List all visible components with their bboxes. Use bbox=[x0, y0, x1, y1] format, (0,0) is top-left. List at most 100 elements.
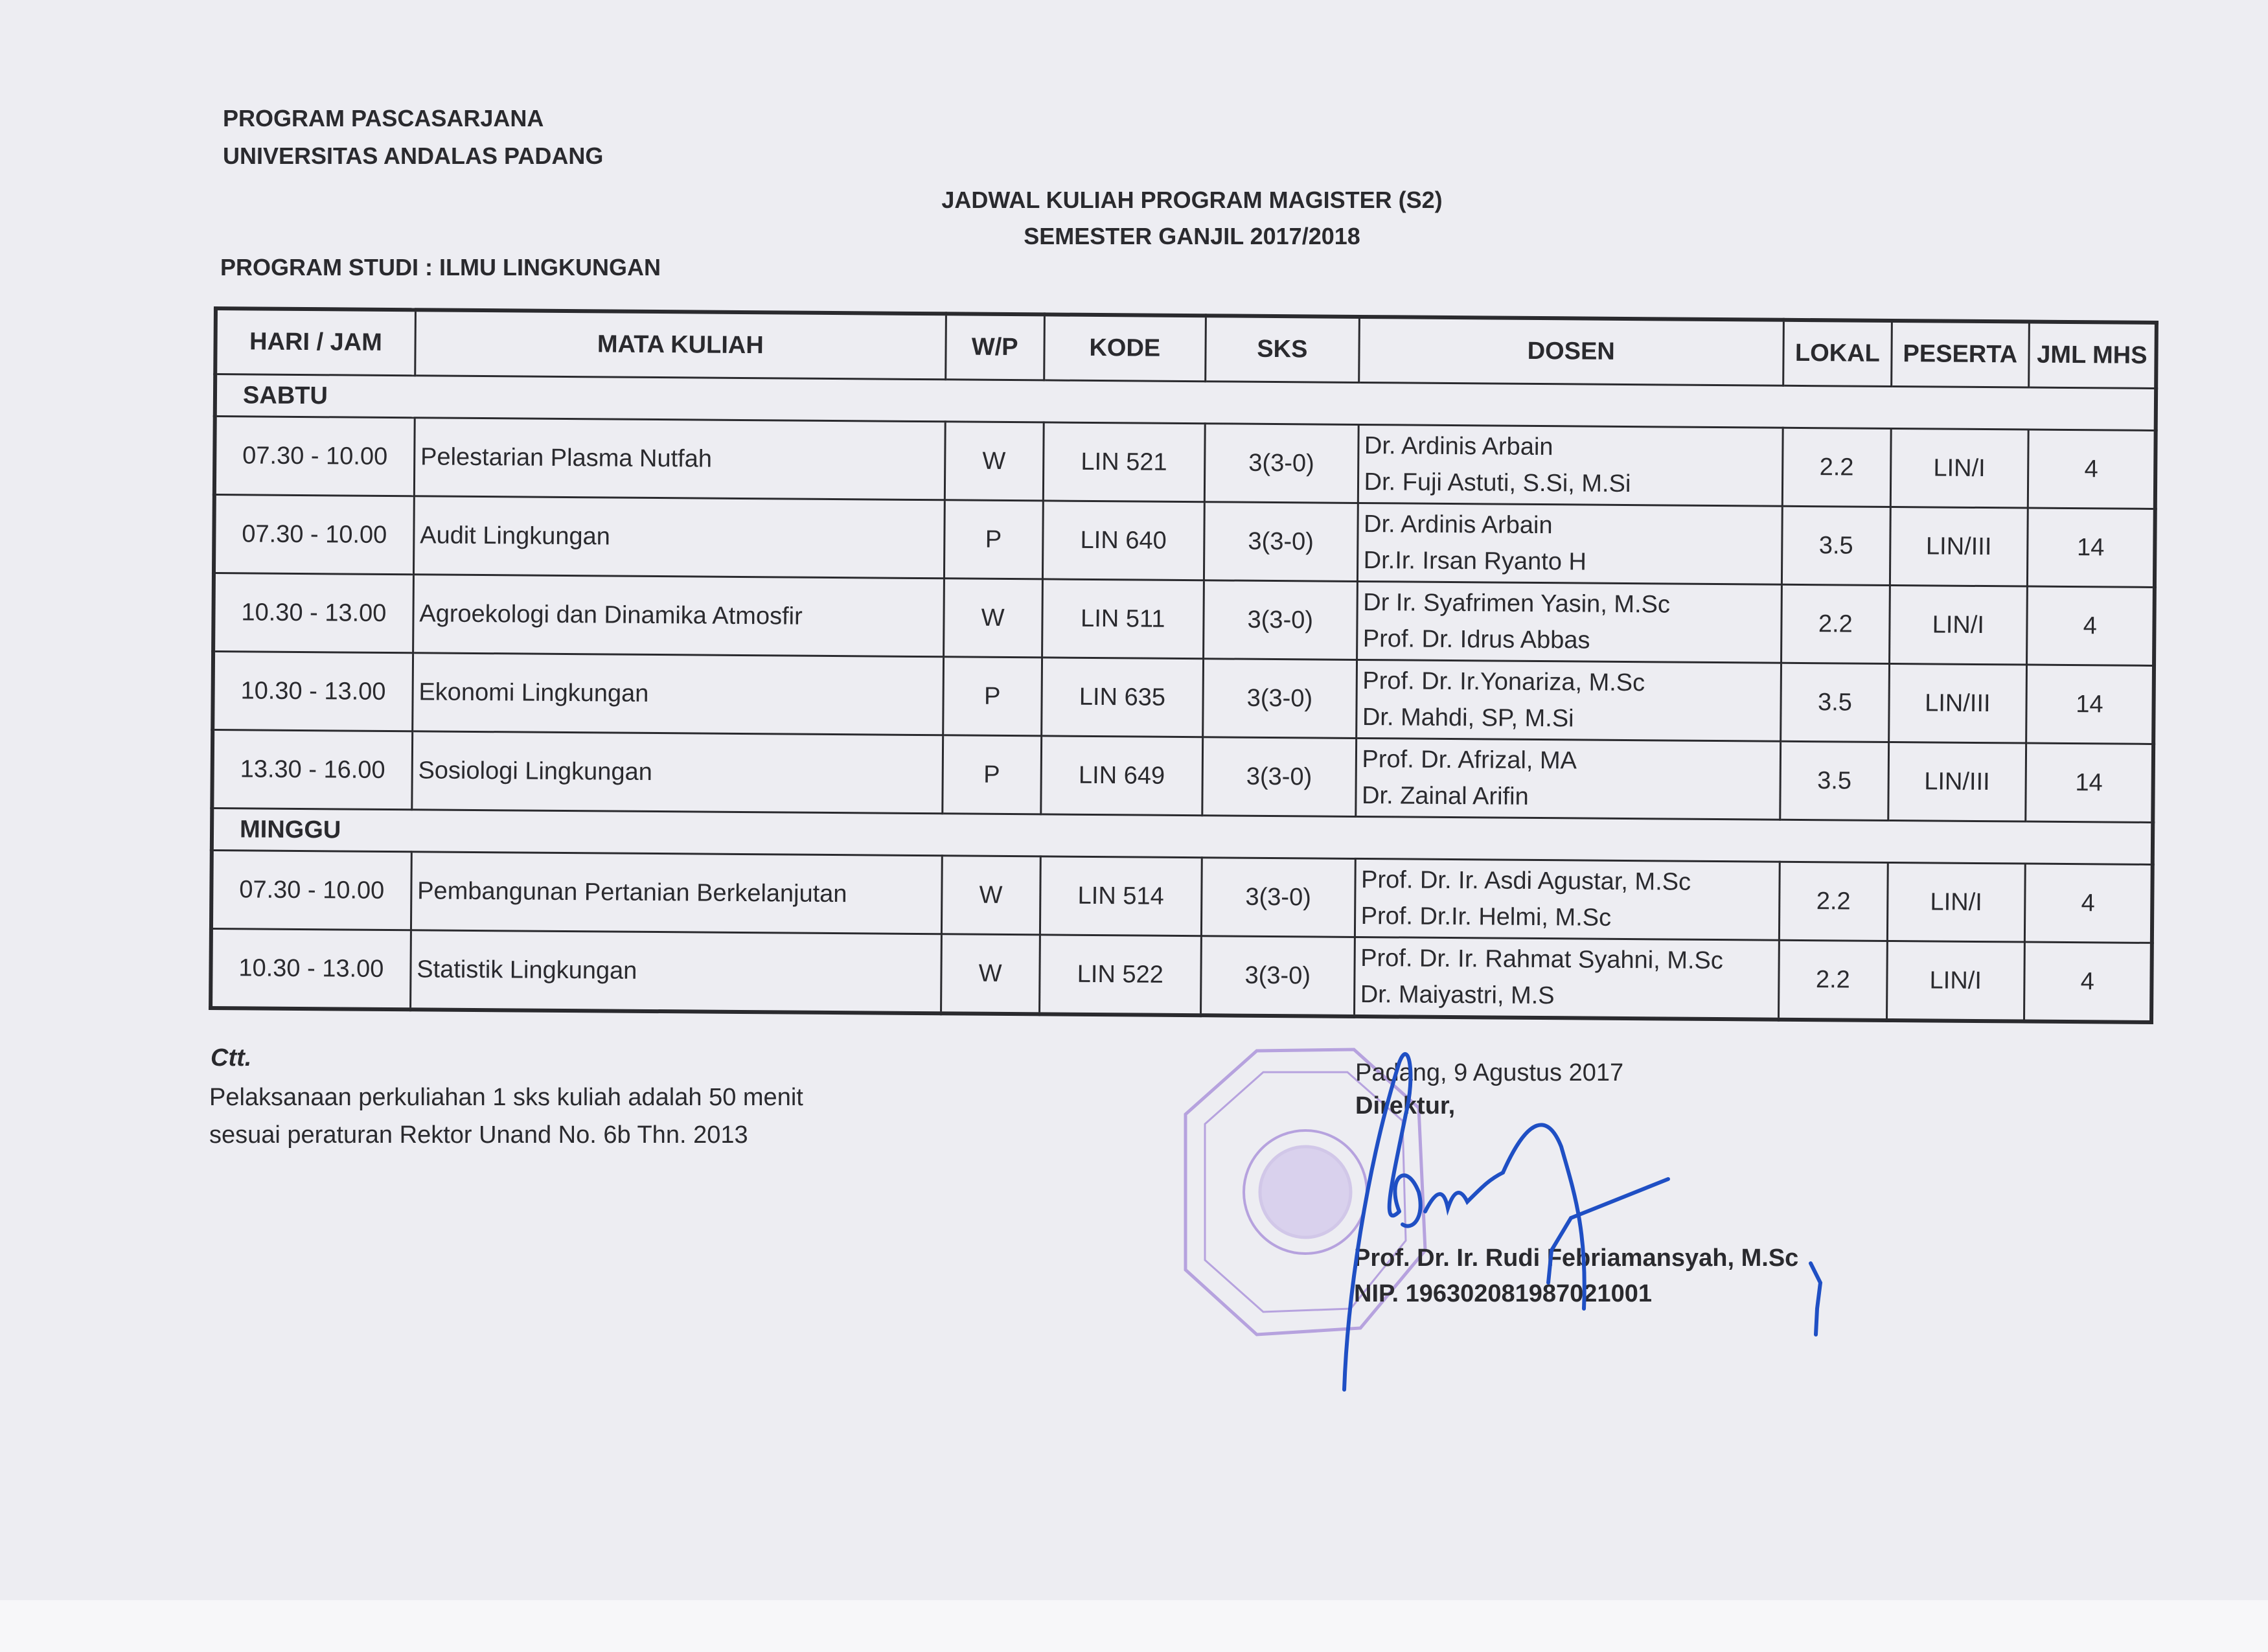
table-row: 10.30 - 13.00 Statistik Lingkungan W LIN 52… bbox=[211, 928, 2152, 1022]
room-cell: 3.5 bbox=[1780, 741, 1889, 821]
course-code-cell: LIN 522 bbox=[1039, 934, 1202, 1016]
document-title: JADWAL KULIAH PROGRAM MAGISTER (S2) bbox=[941, 187, 1443, 213]
sks-cell: 3(3-0) bbox=[1204, 423, 1358, 503]
time-cell: 10.30 - 13.00 bbox=[211, 928, 411, 1010]
lecturer-cell: Prof. Dr. Ir.Yonariza, M.Sc Dr. Mahdi, SP… bbox=[1356, 660, 1781, 742]
participants-cell: LIN/I bbox=[1887, 862, 2026, 943]
room-cell: 2.2 bbox=[1778, 940, 1888, 1020]
table-row: 07.30 - 10.00 Pembangunan Pertanian Berke… bbox=[211, 850, 2153, 943]
signatory-name: Prof. Dr. Ir. Rudi Febriamansyah, M.Sc bbox=[1354, 1245, 1799, 1272]
lecturer-name: Dr. Zainal Arifin bbox=[1361, 782, 1529, 810]
column-header: MATA KULIAH bbox=[415, 310, 946, 380]
student-count-cell: 14 bbox=[2027, 508, 2155, 588]
scan-edge bbox=[0, 1600, 2268, 1652]
lecturer-cell: Prof. Dr. Ir. Rahmat Syahni, M.Sc Dr. Mai… bbox=[1354, 937, 1780, 1020]
lecturer-name: Dr. Ardinis Arbain bbox=[1364, 432, 1553, 461]
lecturer-cell: Dr Ir. Syafrimen Yasin, M.Sc Prof. Dr. Id… bbox=[1357, 581, 1782, 663]
participants-cell: LIN/III bbox=[1888, 663, 2027, 744]
program-studi: PROGRAM STUDI : ILMU LINGKUNGAN bbox=[220, 254, 661, 281]
room-cell: 2.2 bbox=[1782, 428, 1892, 507]
sks-cell: 3(3-0) bbox=[1202, 658, 1357, 739]
column-header: LOKAL bbox=[1783, 319, 1892, 387]
lecturer-name: Dr. Fuji Astuti, S.Si, M.Si bbox=[1364, 468, 1631, 498]
wp-cell: W bbox=[941, 934, 1040, 1015]
course-code-cell: LIN 640 bbox=[1042, 500, 1205, 580]
time-cell: 10.30 - 13.00 bbox=[212, 651, 413, 731]
table-row: 13.30 - 16.00 Sosiologi Lingkungan P LIN 64… bbox=[212, 729, 2154, 823]
time-cell: 07.30 - 10.00 bbox=[211, 850, 412, 930]
schedule-table: HARI / JAM MATA KULIAH W/P KODE SKS DOSEN LOKA… bbox=[209, 306, 2159, 1024]
course-name-cell: Audit Lingkungan bbox=[413, 496, 945, 579]
course-name-cell: Pembangunan Pertanian Berkelanjutan bbox=[411, 851, 943, 934]
participants-cell: LIN/I bbox=[1890, 428, 2028, 509]
column-header: PESERTA bbox=[1891, 320, 2030, 388]
course-code-cell: LIN 514 bbox=[1039, 856, 1202, 936]
table-row: 10.30 - 13.00 Agroekologi dan Dinamika At… bbox=[213, 573, 2155, 666]
lecturer-name: Prof. Dr. Afrizal, MA bbox=[1362, 746, 1577, 775]
column-header: KODE bbox=[1044, 314, 1206, 382]
column-header: W/P bbox=[945, 314, 1044, 380]
course-code-cell: LIN 511 bbox=[1042, 579, 1204, 659]
course-code-cell: LIN 635 bbox=[1041, 657, 1204, 737]
sks-cell: 3(3-0) bbox=[1203, 580, 1357, 660]
note-line2: sesuai peraturan Rektor Unand No. 6b Thn… bbox=[209, 1121, 748, 1149]
wp-cell: P bbox=[942, 735, 1042, 814]
handwritten-signature bbox=[1342, 1052, 1823, 1392]
room-cell: 2.2 bbox=[1779, 862, 1888, 941]
student-count-cell: 4 bbox=[2024, 864, 2153, 943]
room-cell: 2.2 bbox=[1781, 584, 1890, 664]
wp-cell: W bbox=[943, 578, 1042, 658]
participants-cell: LIN/I bbox=[1889, 585, 2028, 665]
course-name-cell: Pelestarian Plasma Nutfah bbox=[414, 417, 945, 500]
wp-cell: P bbox=[944, 499, 1043, 579]
time-cell: 07.30 - 10.00 bbox=[213, 494, 415, 575]
time-cell: 10.30 - 13.00 bbox=[213, 573, 414, 653]
wp-cell: W bbox=[941, 855, 1040, 935]
student-count-cell: 14 bbox=[2025, 743, 2154, 823]
room-cell: 3.5 bbox=[1780, 663, 1890, 742]
student-count-cell: 14 bbox=[2026, 665, 2155, 744]
lecturer-cell: Dr. Ardinis Arbain Dr. Fuji Astuti, S.Si,… bbox=[1357, 424, 1783, 507]
note-label: Ctt. bbox=[211, 1044, 252, 1072]
table-row: 07.30 - 10.00 Pelestarian Plasma Nutfah W L… bbox=[214, 416, 2156, 509]
time-cell: 13.30 - 16.00 bbox=[212, 729, 413, 810]
student-count-cell: 4 bbox=[2024, 942, 2152, 1022]
room-cell: 3.5 bbox=[1781, 506, 1891, 586]
lecturer-name: Dr. Ardinis Arbain bbox=[1363, 511, 1553, 540]
lecturer-name: Dr. Mahdi, SP, M.Si bbox=[1362, 704, 1574, 733]
column-header: HARI / JAM bbox=[215, 308, 416, 376]
lecturer-cell: Prof. Dr. Afrizal, MA Dr. Zainal Arifin bbox=[1355, 738, 1781, 820]
wp-cell: W bbox=[945, 421, 1044, 501]
lecturer-name: Prof. Dr. Idrus Abbas bbox=[1362, 625, 1590, 654]
document-subtitle: SEMESTER GANJIL 2017/2018 bbox=[1024, 223, 1360, 249]
column-header: JML MHS bbox=[2028, 321, 2157, 389]
university-stamp bbox=[1184, 1048, 1427, 1337]
lecturer-cell: Prof. Dr. Ir. Asdi Agustar, M.Sc Prof. Dr… bbox=[1354, 858, 1780, 941]
participants-cell: LIN/I bbox=[1886, 941, 2025, 1022]
lecturer-name: Prof. Dr.Ir. Helmi, M.Sc bbox=[1360, 902, 1612, 932]
participants-cell: LIN/III bbox=[1890, 507, 2028, 587]
lecturer-name: Dr.Ir. Irsan Ryanto H bbox=[1363, 547, 1587, 576]
table-row: 07.30 - 10.00 Audit Lingkungan P LIN 640 3(3… bbox=[213, 494, 2155, 588]
institution-line2: UNIVERSITAS ANDALAS PADANG bbox=[223, 143, 604, 169]
course-name-cell: Statistik Lingkungan bbox=[410, 930, 942, 1014]
institution-line1: PROGRAM PASCASARJANA bbox=[223, 105, 544, 132]
lecturer-name: Prof. Dr. Ir. Asdi Agustar, M.Sc bbox=[1360, 866, 1691, 896]
sks-cell: 3(3-0) bbox=[1202, 737, 1357, 817]
lecturer-name: Dr Ir. Syafrimen Yasin, M.Sc bbox=[1363, 589, 1671, 619]
lecturer-name: Dr. Maiyastri, M.S bbox=[1360, 981, 1555, 1010]
course-code-cell: LIN 649 bbox=[1040, 735, 1203, 816]
lecturer-cell: Dr. Ardinis Arbain Dr.Ir. Irsan Ryanto H bbox=[1357, 503, 1783, 585]
signatory-nip: NIP. 196302081987021001 bbox=[1354, 1280, 1652, 1307]
sks-cell: 3(3-0) bbox=[1204, 501, 1358, 582]
course-name-cell: Ekonomi Lingkungan bbox=[412, 652, 944, 735]
time-cell: 07.30 - 10.00 bbox=[214, 416, 415, 496]
column-header: SKS bbox=[1205, 315, 1359, 383]
course-name-cell: Sosiologi Lingkungan bbox=[411, 731, 943, 814]
course-code-cell: LIN 521 bbox=[1042, 422, 1206, 502]
lecturer-name: Prof. Dr. Ir.Yonariza, M.Sc bbox=[1362, 667, 1645, 697]
lecturer-name: Prof. Dr. Ir. Rahmat Syahni, M.Sc bbox=[1360, 945, 1723, 975]
column-header: DOSEN bbox=[1358, 316, 1784, 386]
sks-cell: 3(3-0) bbox=[1201, 857, 1355, 937]
table-row: 10.30 - 13.00 Ekonomi Lingkungan P LIN 635 3… bbox=[212, 651, 2155, 744]
